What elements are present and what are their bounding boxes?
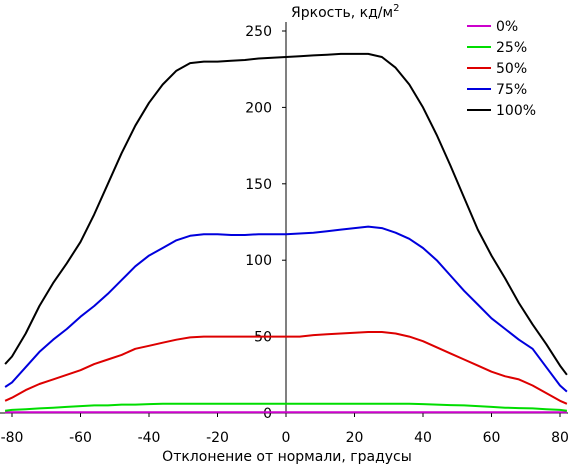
y-tick-label: 250	[245, 24, 272, 40]
y-tick-label: 0	[263, 406, 272, 422]
x-tick-label: 60	[483, 430, 501, 446]
series-lines	[4, 52, 568, 414]
y-axis-title-superscript: 2	[393, 3, 399, 14]
series-line-50pct	[4, 331, 568, 405]
series-line-75pct	[4, 225, 568, 393]
y-tick-label: 100	[245, 253, 272, 269]
x-tick-label: 40	[414, 430, 432, 446]
y-tick-label: 200	[245, 100, 272, 116]
series-line-25pct	[4, 402, 568, 412]
legend-label: 0%	[496, 19, 518, 35]
legend-label: 50%	[496, 61, 527, 77]
y-axis-title: Яркость, кд/м2	[291, 3, 399, 21]
x-tick-label: -40	[138, 430, 161, 446]
y-tick-label: 150	[245, 177, 272, 193]
x-tick-label: -60	[69, 430, 92, 446]
x-tick-label: 0	[282, 430, 291, 446]
legend-background	[462, 14, 562, 118]
series-line-100pct	[4, 52, 568, 376]
x-axis-title: Отклонение от нормали, градусы	[162, 449, 412, 465]
x-tick-label: -80	[1, 430, 24, 446]
legend-label: 75%	[496, 82, 527, 98]
x-tick-label: 20	[346, 430, 364, 446]
y-axis-title-text: Яркость, кд/м	[291, 5, 393, 21]
legend-label: 100%	[496, 103, 536, 119]
x-tick-label: -20	[206, 430, 229, 446]
x-tick-label: 80	[551, 430, 568, 446]
legend-label: 25%	[496, 40, 527, 56]
legend: 0% 25% 50% 75% 100%	[462, 14, 562, 119]
